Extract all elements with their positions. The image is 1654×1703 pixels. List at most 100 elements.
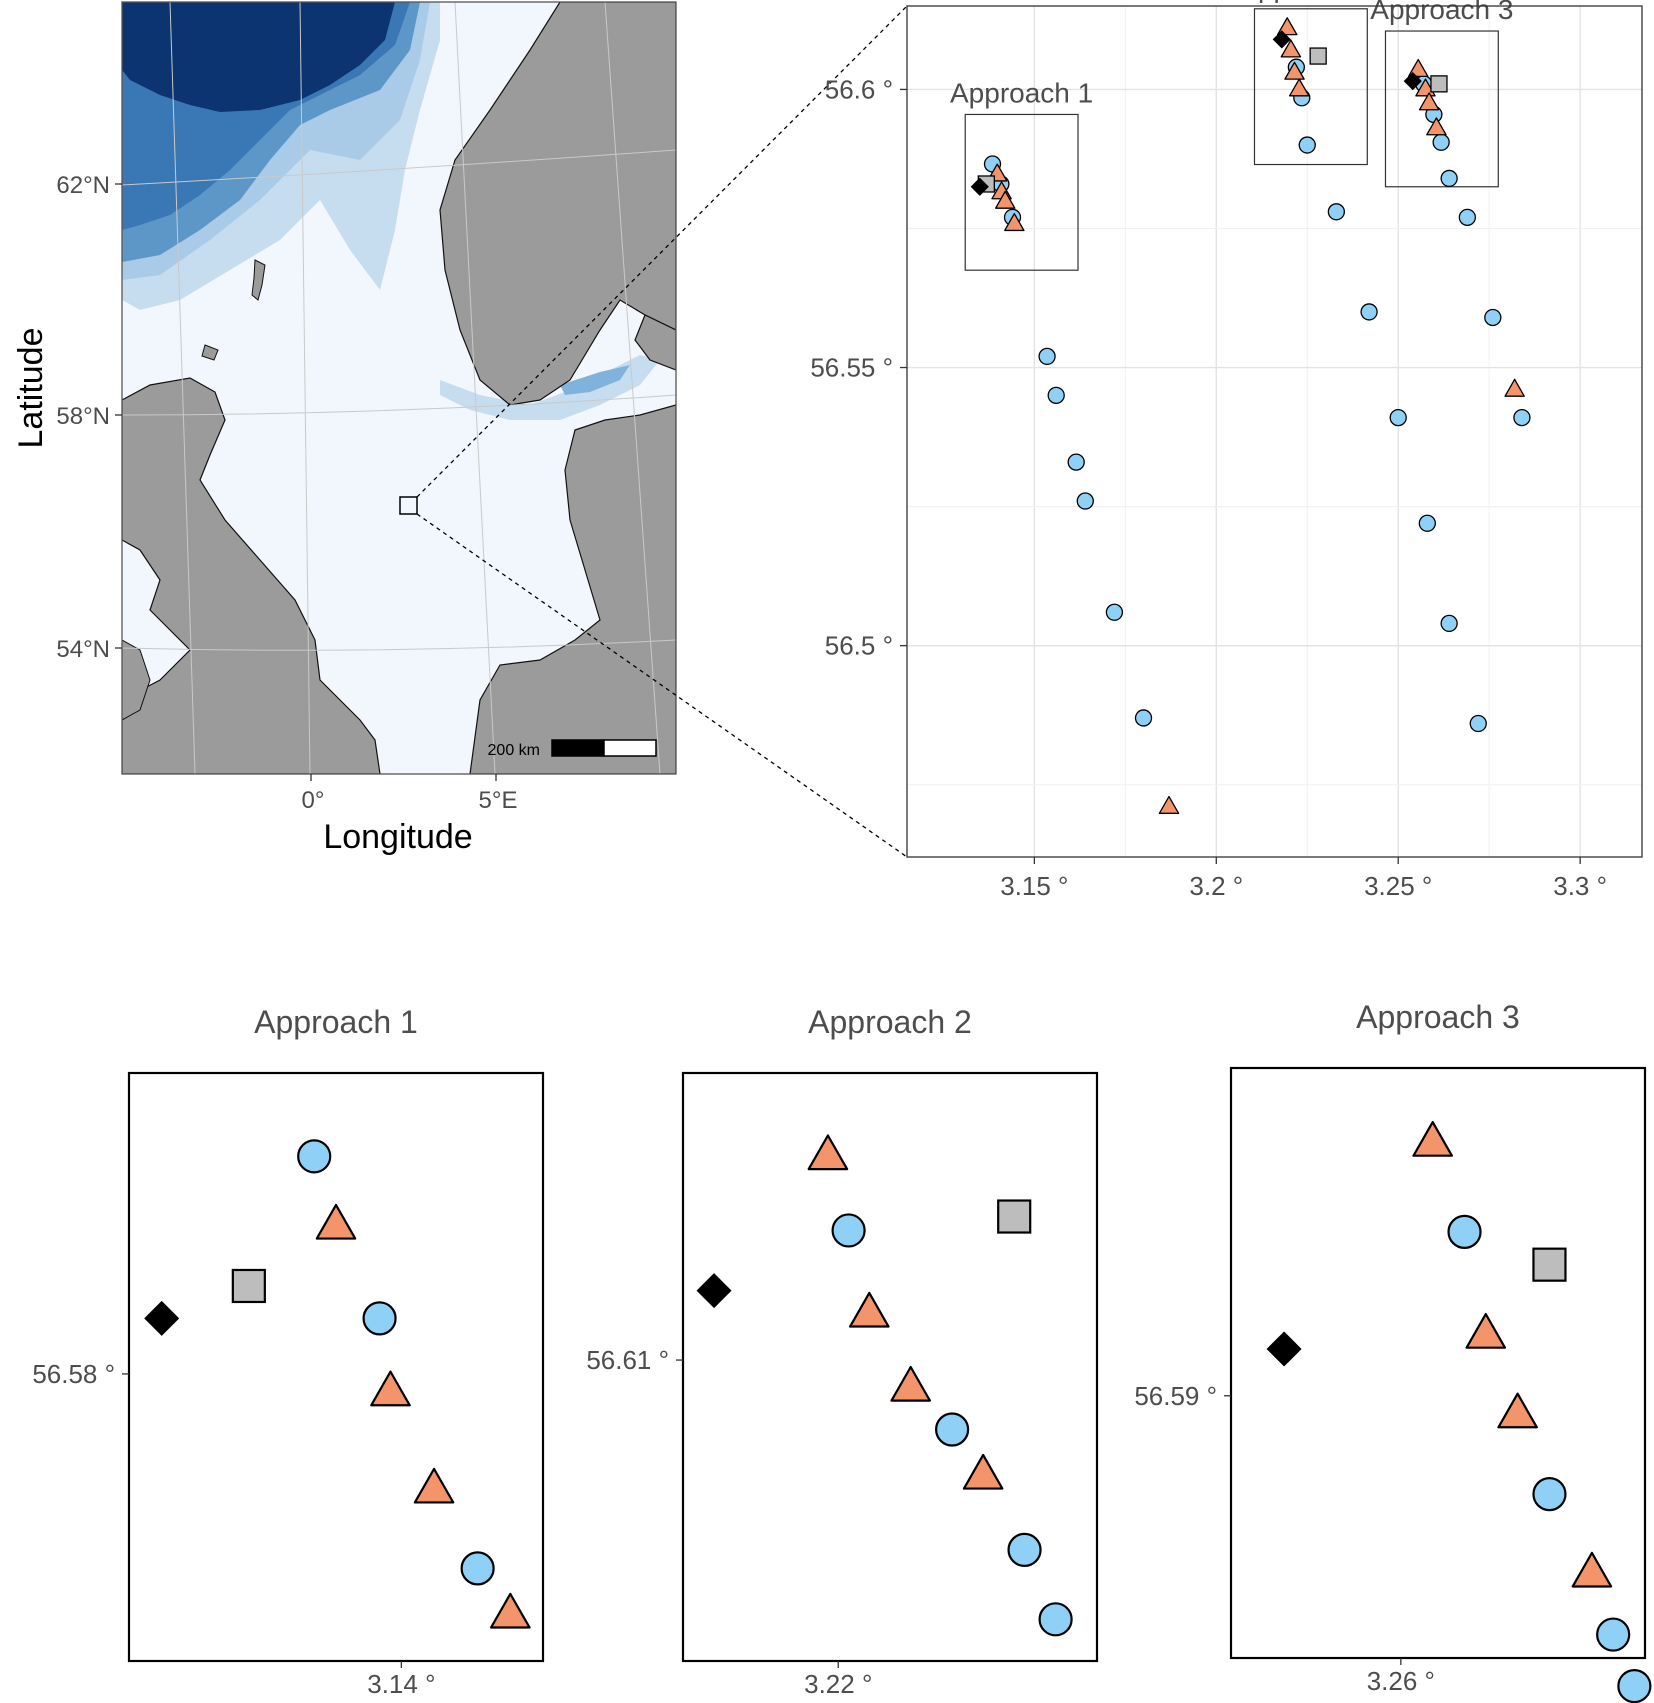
x-tick-label: 3.22 ° — [804, 1669, 872, 1699]
lat-tick-58: 58°N — [56, 403, 110, 430]
circle-marker — [1617, 1669, 1652, 1703]
diamond-marker — [696, 1273, 732, 1309]
diamond-marker — [970, 177, 989, 196]
lon-tick-5e: 5°E — [479, 787, 518, 814]
circle-marker — [1447, 1214, 1482, 1249]
inset-approach-1: 3.14 ° 56.58 ° Approach 1 — [32, 1004, 545, 1699]
triangle-marker — [1407, 58, 1429, 77]
circle-marker — [934, 1412, 970, 1447]
diamond-marker — [144, 1300, 180, 1336]
approach-box — [964, 113, 1079, 271]
scale-bar: 200 km — [488, 739, 657, 759]
triangle-marker — [1412, 1120, 1453, 1157]
triangle-marker — [849, 1291, 890, 1328]
triangle-marker — [490, 1592, 531, 1629]
inset-approach-3: 3.26 ° 56.59 ° Approach 3 — [1134, 999, 1652, 1703]
square-marker — [1532, 1247, 1567, 1282]
panel-title: Approach 1 — [254, 1004, 418, 1040]
diamond-marker — [1266, 1331, 1302, 1367]
triangle-marker — [994, 190, 1016, 209]
y-tick-label: 56.6 ° — [825, 74, 893, 104]
x-axis-label: Longitude — [323, 818, 472, 856]
x-tick-label: 3.26 ° — [1367, 1666, 1435, 1696]
triangle-marker — [1426, 117, 1447, 136]
orkney-land — [201, 344, 219, 361]
triangle-marker — [1288, 78, 1310, 97]
x-tick-label: 3.25 ° — [1364, 871, 1432, 901]
square-marker — [231, 1268, 266, 1304]
panel-title: Approach 2 — [808, 1004, 972, 1040]
triangle-marker — [1415, 78, 1436, 97]
x-tick-label: 3.2 ° — [1189, 871, 1243, 901]
triangle-marker — [1571, 1551, 1613, 1588]
y-axis-label: Latitude — [12, 328, 50, 449]
britain-land — [122, 377, 381, 774]
y-tick-label: 56.59 ° — [1134, 1381, 1217, 1411]
circle-marker — [1389, 408, 1407, 427]
panel-background — [1231, 1068, 1645, 1658]
panel-frame — [906, 5, 1643, 858]
panel-background — [683, 1073, 1097, 1661]
study-area-box — [399, 496, 418, 515]
triangle-marker — [1158, 795, 1180, 814]
norwegian-trench — [440, 355, 660, 420]
diamond-marker — [1403, 71, 1422, 91]
circle-marker — [1596, 1617, 1631, 1652]
circle-marker — [1440, 614, 1458, 633]
circle-marker — [1076, 492, 1094, 510]
lon-tick-0: 0° — [302, 787, 325, 814]
triangle-marker — [1280, 39, 1302, 58]
circle-marker — [1513, 408, 1531, 427]
y-tick-label: 56.61 ° — [586, 1345, 669, 1375]
approach-box — [1384, 30, 1499, 188]
circle-marker — [460, 1551, 495, 1586]
triangle-marker — [1284, 61, 1305, 80]
circle-marker — [1469, 714, 1487, 733]
overview-map: 200 km 62°N 58°N 54°N 0° 5°E Longitude L… — [12, 1, 677, 856]
triangle-marker — [1497, 1392, 1538, 1429]
approach-box-label: Approach 1 — [950, 77, 1093, 108]
approach-box — [1253, 8, 1368, 166]
panel-frame — [1229, 1066, 1647, 1660]
circle-marker — [1360, 303, 1378, 321]
panel-background — [907, 6, 1642, 857]
circle-marker — [1067, 453, 1085, 471]
zoom-connector-lines — [416, 5, 908, 858]
scale-bar-label: 200 km — [488, 742, 540, 759]
norway-land — [439, 2, 676, 406]
circle-marker — [831, 1213, 866, 1248]
triangle-marker — [370, 1370, 411, 1407]
lat-tick-54: 54°N — [56, 636, 110, 663]
circle-marker — [1532, 1477, 1567, 1512]
triangle-marker — [962, 1453, 1004, 1490]
y-tick-label: 56.5 ° — [825, 631, 893, 661]
circle-marker — [1432, 133, 1450, 151]
circle-marker — [1418, 514, 1436, 532]
triangle-marker — [1276, 17, 1298, 36]
circle-marker — [1038, 1602, 1073, 1637]
circle-marker — [1105, 603, 1124, 621]
y-tick-label: 56.58 ° — [32, 1359, 115, 1389]
circle-marker — [1458, 208, 1476, 227]
approach-box-label: Approach 3 — [1370, 0, 1513, 25]
diamond-marker — [1272, 30, 1291, 49]
lat-tick-62: 62°N — [56, 172, 110, 199]
circle-marker — [1047, 386, 1065, 404]
triangle-marker — [1004, 212, 1025, 232]
x-tick-label: 3.14 ° — [367, 1669, 435, 1699]
panel-title: Approach 3 — [1356, 999, 1520, 1035]
square-marker — [1309, 47, 1327, 65]
square-marker — [997, 1199, 1032, 1234]
panel-frame — [681, 1071, 1099, 1663]
norwegian-trench-deep — [560, 365, 630, 395]
circle-marker — [1007, 1532, 1042, 1567]
denmark-land — [469, 404, 676, 774]
triangle-marker — [1465, 1312, 1507, 1349]
sweden-land — [634, 314, 676, 371]
triangle-marker — [1418, 92, 1440, 111]
panel-frame — [127, 1071, 545, 1663]
triangle-marker — [413, 1467, 455, 1504]
abyssal-plain — [122, 2, 395, 112]
square-marker — [1430, 75, 1448, 93]
